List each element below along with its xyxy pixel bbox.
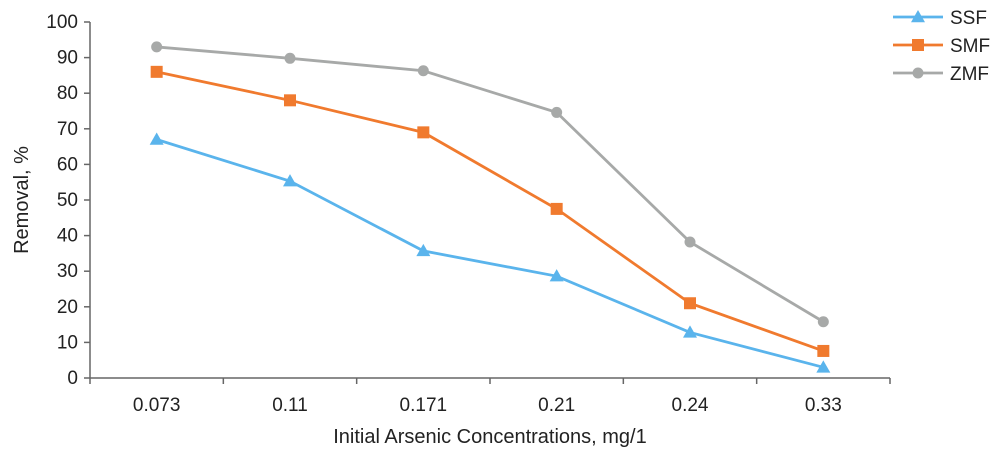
y-tick-label: 70 xyxy=(57,119,78,140)
series-smf xyxy=(150,65,830,357)
y-tick-label: 50 xyxy=(57,190,78,211)
legend-marker xyxy=(912,39,924,51)
y-tick-label: 60 xyxy=(57,154,78,175)
data-point xyxy=(150,65,163,78)
y-axis-title: Removal, % xyxy=(11,146,33,254)
data-point xyxy=(417,126,430,139)
legend-marker xyxy=(911,10,925,23)
series-ssf xyxy=(149,132,831,373)
x-tick-label: 0.33 xyxy=(805,395,842,416)
x-tick-label: 0.21 xyxy=(538,395,575,416)
y-tick-label: 90 xyxy=(57,48,78,69)
data-point xyxy=(550,202,563,215)
legend-item-smf: SMF xyxy=(893,36,990,57)
legend-item-zmf: ZMF xyxy=(893,64,989,85)
chart-axes xyxy=(89,22,890,379)
data-point xyxy=(149,132,164,145)
y-tick-label: 30 xyxy=(57,261,78,282)
series-layer xyxy=(149,41,831,373)
data-point xyxy=(549,269,564,282)
data-point xyxy=(284,94,296,107)
x-axis-ticks: 0.073 0.11 0.171 0.21 0.24 0.33 xyxy=(89,378,891,416)
legend-label: SSF xyxy=(950,8,987,29)
y-tick-label: 100 xyxy=(46,12,78,33)
y-tick-label: 80 xyxy=(57,83,78,104)
x-tick-label: 0.171 xyxy=(400,395,448,416)
data-point xyxy=(683,325,697,338)
x-tick-label: 0.11 xyxy=(272,395,308,416)
y-tick-label: 0 xyxy=(67,368,78,389)
data-point xyxy=(551,106,563,118)
legend-marker xyxy=(912,67,924,79)
data-point xyxy=(817,316,829,328)
data-point xyxy=(417,65,429,77)
data-point xyxy=(283,174,297,187)
y-tick-label: 20 xyxy=(57,297,78,318)
data-point xyxy=(416,243,431,257)
x-tick-label: 0.073 xyxy=(133,395,181,416)
data-point xyxy=(684,236,696,248)
x-axis-title: Initial Arsenic Concentrations, mg/1 xyxy=(333,426,647,448)
data-point xyxy=(151,41,163,53)
data-point xyxy=(284,52,296,64)
series-line xyxy=(156,138,824,369)
series-line xyxy=(156,45,825,323)
legend: SSF SMF ZMF xyxy=(893,8,990,85)
series-line xyxy=(156,70,824,353)
legend-label: SMF xyxy=(950,36,990,57)
x-tick-label: 0.24 xyxy=(672,395,709,416)
y-tick-label: 10 xyxy=(57,332,78,353)
data-point xyxy=(684,297,696,310)
legend-item-ssf: SSF xyxy=(893,8,987,29)
data-point xyxy=(817,344,830,357)
legend-label: ZMF xyxy=(950,64,989,85)
y-tick-label: 40 xyxy=(57,226,78,247)
y-axis-ticks: 0 10 20 30 40 50 60 70 80 90 100 xyxy=(46,12,90,389)
data-point xyxy=(816,360,831,373)
series-zmf xyxy=(151,41,829,328)
